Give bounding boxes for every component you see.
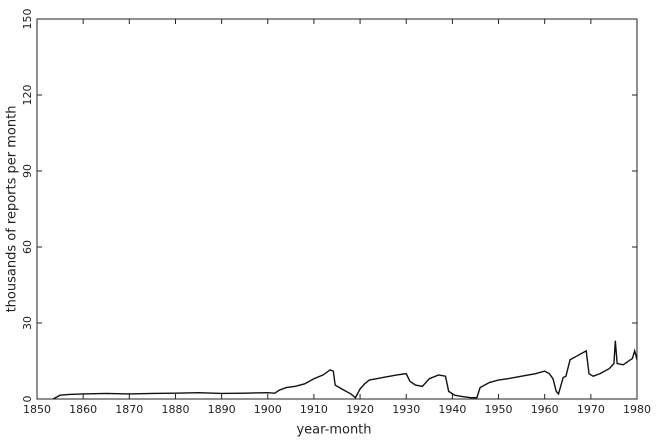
x-tick-label: 1970 <box>577 403 605 416</box>
x-tick-label: 1860 <box>69 403 97 416</box>
x-tick-label: 1920 <box>346 403 374 416</box>
y-tick-label: 0 <box>21 396 34 403</box>
x-axis-label: year-month <box>296 423 371 438</box>
x-tick-label: 1930 <box>392 403 420 416</box>
x-tick-label: 1880 <box>161 403 189 416</box>
y-tick-label: 30 <box>21 316 34 330</box>
y-axis-label: thousands of reports per month <box>5 106 20 313</box>
x-tick-label: 1850 <box>23 403 51 416</box>
x-tick-label: 1870 <box>115 403 143 416</box>
x-tick-label: 1960 <box>531 403 559 416</box>
x-tick-label: 1900 <box>254 403 282 416</box>
x-tick-label: 1980 <box>623 403 651 416</box>
x-tick-label: 1950 <box>485 403 513 416</box>
y-tick-label: 120 <box>21 85 34 106</box>
y-tick-label: 90 <box>21 164 34 178</box>
x-tick-label: 1910 <box>300 403 328 416</box>
data-line <box>52 340 638 400</box>
y-tick-label: 60 <box>21 240 34 254</box>
y-tick-label: 150 <box>21 9 34 30</box>
x-tick-label: 1940 <box>438 403 466 416</box>
x-tick-label: 1890 <box>208 403 236 416</box>
plot-frame <box>36 18 638 400</box>
